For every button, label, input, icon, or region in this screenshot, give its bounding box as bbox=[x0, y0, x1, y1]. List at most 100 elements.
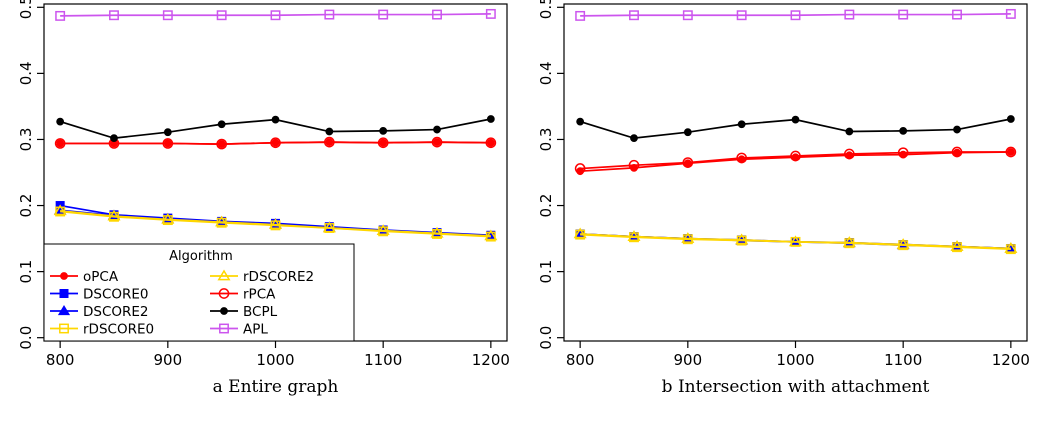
x-tick-label: 900 bbox=[154, 351, 183, 369]
point-rpca bbox=[216, 138, 228, 150]
point-rdscore2 bbox=[788, 235, 803, 247]
point-apl bbox=[324, 9, 335, 20]
point-bcpl bbox=[486, 115, 495, 123]
legend-entry-rdscore0: rDSCORE0 bbox=[50, 322, 154, 338]
point-rpca bbox=[843, 148, 855, 160]
point-rdscore2 bbox=[896, 238, 910, 249]
point-apl bbox=[736, 10, 747, 21]
point-bcpl bbox=[791, 115, 800, 124]
series-bcpl bbox=[56, 115, 495, 143]
point-rpca bbox=[485, 137, 497, 149]
legend-label: DSCORE0 bbox=[83, 287, 149, 303]
point-rdscore2 bbox=[573, 227, 587, 239]
series-line-apl bbox=[580, 13, 1011, 17]
point-apl bbox=[844, 9, 855, 20]
point-apl bbox=[162, 10, 173, 21]
legend-label: BCPL bbox=[243, 304, 278, 320]
point-rpca bbox=[323, 136, 335, 148]
point-rpca bbox=[628, 159, 640, 171]
point-apl bbox=[629, 10, 639, 21]
point-bcpl bbox=[683, 128, 692, 137]
point-rdscore2 bbox=[53, 204, 67, 216]
y-tick-label: 0.0 bbox=[17, 326, 35, 350]
point-bcpl bbox=[953, 125, 961, 134]
legend-entry-apl: APL bbox=[210, 322, 268, 338]
y-tick-label: 0.3 bbox=[537, 128, 555, 152]
legend-swatch-marker bbox=[219, 323, 229, 334]
point-bcpl bbox=[110, 134, 118, 143]
panel-entire-graph: 800 900 1000 1100 1200 0.0 0.1 0.2 0.3 0.4 0.5 a En… bbox=[17, 0, 510, 397]
y-tick-label: 0.4 bbox=[537, 61, 555, 85]
series-bcpl bbox=[576, 115, 1015, 143]
y-tick-label: 0.1 bbox=[537, 260, 555, 284]
point-apl bbox=[55, 10, 66, 21]
point-rpca bbox=[431, 136, 443, 148]
panel-intersection-with-attachment: 800 900 1000 1100 1200 0.0 0.1 0.2 0.3 0.4 0.5 b In… bbox=[537, 0, 1030, 397]
point-rpca bbox=[951, 146, 963, 158]
legend-entry-rpca: rPCA bbox=[210, 287, 276, 303]
x-tick-label: 800 bbox=[46, 351, 75, 369]
point-apl bbox=[378, 9, 389, 20]
point-apl bbox=[790, 10, 801, 21]
point-apl bbox=[1005, 8, 1016, 19]
legend-entry-bcpl: BCPL bbox=[210, 304, 278, 320]
x-tick-label: 1100 bbox=[884, 351, 922, 369]
point-rdscore2 bbox=[430, 226, 444, 238]
point-apl bbox=[682, 10, 693, 21]
point-bcpl bbox=[271, 115, 280, 124]
point-apl bbox=[270, 10, 281, 21]
y-tick-label: 0.2 bbox=[537, 194, 555, 218]
point-rdscore2 bbox=[681, 232, 695, 243]
point-apl bbox=[898, 9, 909, 20]
point-bcpl bbox=[56, 117, 65, 126]
point-rpca bbox=[897, 147, 909, 159]
legend-label: rDSCORE2 bbox=[243, 269, 314, 285]
legend-title: Algorithm bbox=[169, 249, 233, 264]
legend-swatch-marker bbox=[59, 289, 69, 298]
point-apl bbox=[432, 9, 442, 20]
legend-label: oPCA bbox=[83, 269, 119, 285]
point-apl bbox=[109, 10, 119, 21]
legend-label: rPCA bbox=[243, 287, 276, 303]
point-rpca bbox=[162, 138, 174, 149]
series-apl bbox=[55, 8, 496, 21]
panel-caption: b Intersection with attachment bbox=[662, 377, 930, 397]
point-rdscore2 bbox=[735, 233, 749, 245]
point-rdscore2 bbox=[161, 212, 175, 224]
legend-swatch-marker bbox=[218, 288, 230, 299]
x-tick-label: 1200 bbox=[992, 351, 1030, 369]
point-rdscore2 bbox=[107, 209, 121, 221]
point-bcpl bbox=[433, 125, 441, 134]
legend-box bbox=[43, 243, 355, 342]
legend-label: rDSCORE0 bbox=[83, 322, 154, 338]
plot-frame bbox=[563, 3, 1028, 342]
panel-caption: a Entire graph bbox=[213, 377, 339, 397]
series-rdscore2 bbox=[53, 204, 498, 241]
point-bcpl bbox=[576, 117, 585, 126]
x-tick-label: 900 bbox=[674, 351, 703, 369]
legend-swatch-marker bbox=[217, 269, 231, 281]
series-rpca bbox=[574, 146, 1017, 174]
y-tick-label: 0.4 bbox=[17, 61, 35, 85]
legend-label: DSCORE2 bbox=[83, 304, 149, 320]
point-rpca bbox=[1005, 146, 1017, 158]
x-tick-label: 1100 bbox=[364, 351, 402, 369]
point-bcpl bbox=[737, 120, 746, 129]
point-rpca bbox=[736, 152, 748, 164]
legend-entry-rdscore2: rDSCORE2 bbox=[210, 269, 314, 285]
x-tick-label: 1200 bbox=[472, 351, 510, 369]
point-rpca bbox=[54, 138, 66, 149]
point-rdscore2 bbox=[842, 236, 856, 247]
point-bcpl bbox=[845, 127, 854, 136]
series-rdscore2 bbox=[573, 227, 1018, 253]
y-tick-label: 0.3 bbox=[17, 128, 35, 152]
point-bcpl bbox=[1006, 115, 1015, 123]
legend-label: APL bbox=[243, 322, 268, 338]
legend-swatch-marker bbox=[220, 307, 228, 315]
point-rpca bbox=[682, 157, 694, 168]
series-dscore2 bbox=[574, 227, 1017, 253]
series-line-rdscore2 bbox=[60, 209, 491, 237]
point-rdscore2 bbox=[268, 218, 283, 230]
legend-swatch-marker bbox=[60, 272, 68, 280]
